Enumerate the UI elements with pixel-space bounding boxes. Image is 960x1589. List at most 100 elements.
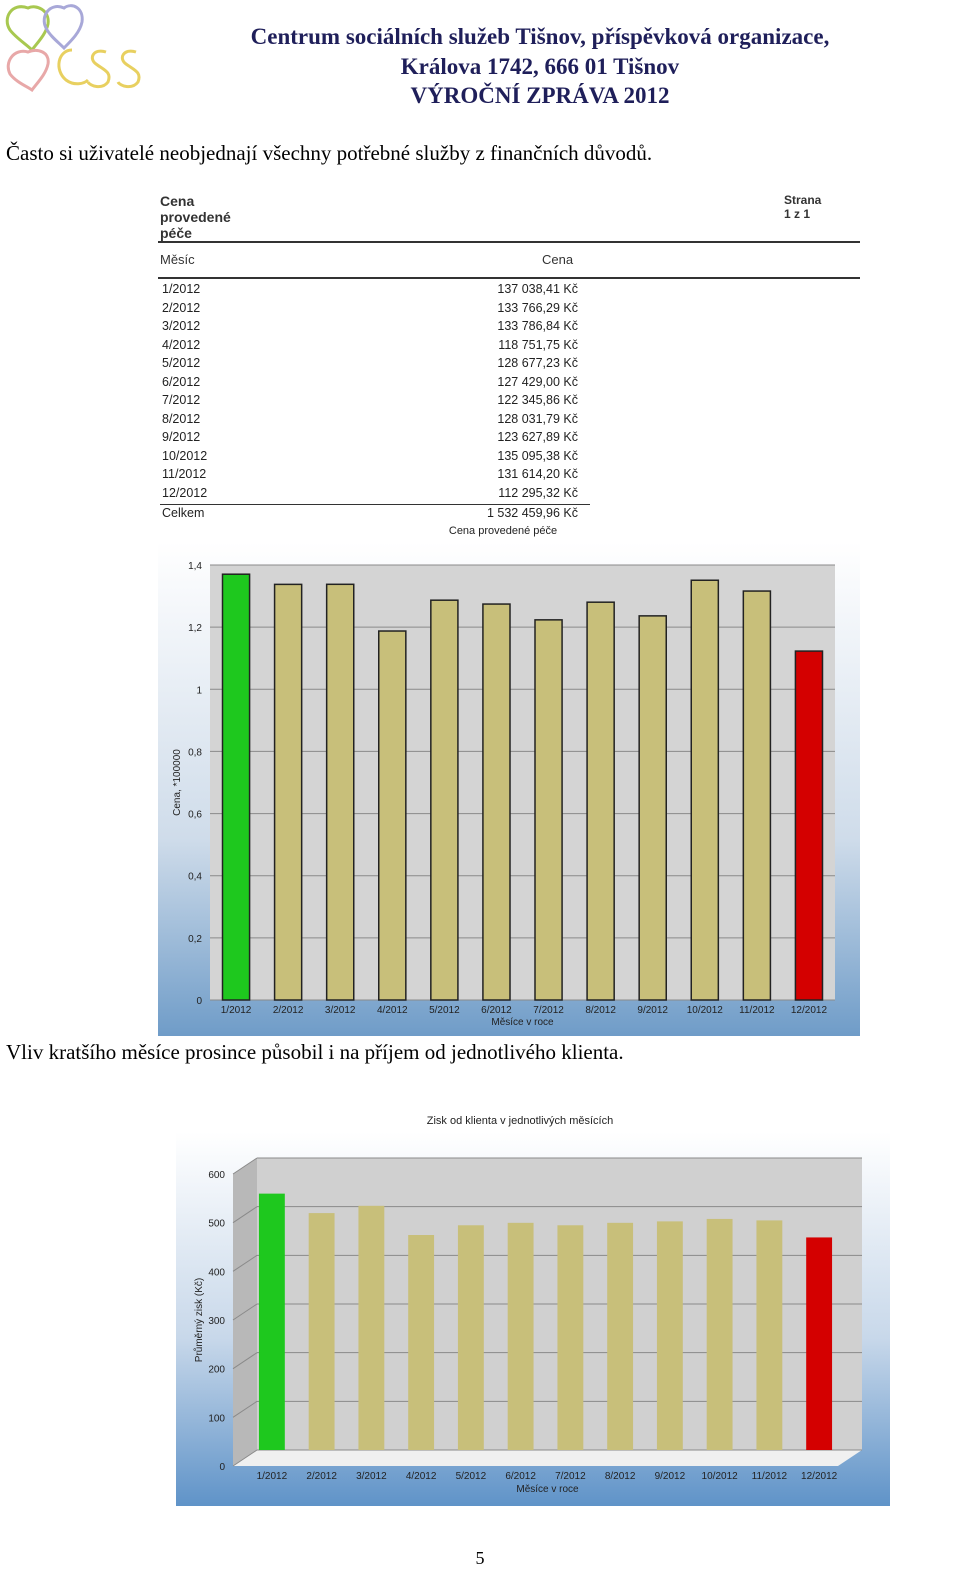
paragraph-1: Často si uživatelé neobjednají všechny p… bbox=[6, 141, 653, 165]
bar-7/2012 bbox=[534, 619, 563, 1001]
x-tick-label: 5/2012 bbox=[429, 1005, 460, 1016]
table-header-rule bbox=[158, 277, 860, 279]
x-tick-label: 3/2012 bbox=[325, 1005, 356, 1016]
x-tick-label: 5/2012 bbox=[456, 1471, 487, 1482]
y-axis-label: Průměrný zisk (Kč) bbox=[193, 1278, 205, 1362]
row-month: 12/2012 bbox=[162, 485, 208, 500]
x-tick-label: 4/2012 bbox=[377, 1005, 408, 1016]
table-header-month: Měsíc bbox=[160, 252, 195, 267]
bar-4/2012 bbox=[408, 1235, 435, 1450]
chart-title: Cena provedené péče bbox=[449, 525, 557, 537]
row-price: 118 751,75 Kč bbox=[498, 337, 578, 352]
row-price: 127 429,00 Kč bbox=[497, 374, 578, 389]
row-month: 6/2012 bbox=[162, 374, 201, 389]
header-line-3: VÝROČNÍ ZPRÁVA 2012 bbox=[410, 83, 670, 108]
row-month: 1/2012 bbox=[162, 282, 201, 296]
gridline-side bbox=[232, 1449, 258, 1467]
bar-3/2012 bbox=[325, 583, 355, 1001]
row-month: 3/2012 bbox=[162, 319, 201, 333]
chart-title: Zisk od klienta v jednotlivých měsících bbox=[427, 1115, 613, 1127]
x-tick-label: 3/2012 bbox=[356, 1471, 387, 1482]
row-month: 9/2012 bbox=[162, 430, 201, 444]
y-tick-label: 0,4 bbox=[188, 872, 202, 883]
y-tick-label: 0,2 bbox=[188, 934, 202, 945]
y-axis-label: Cena, *100000 bbox=[172, 749, 183, 816]
x-tick-label: 8/2012 bbox=[585, 1005, 616, 1016]
row-price: 133 786,84 Kč bbox=[497, 319, 578, 333]
x-tick-label: 11/2012 bbox=[752, 1471, 788, 1482]
plot-floor bbox=[233, 1450, 862, 1466]
x-tick-label: 2/2012 bbox=[273, 1005, 304, 1016]
y-tick-label: 0 bbox=[219, 1462, 225, 1473]
plot-area bbox=[210, 565, 835, 1000]
x-tick-label: 11/2012 bbox=[739, 1005, 775, 1016]
gridline-side bbox=[232, 1254, 258, 1272]
y-tick-label: 1,4 bbox=[188, 561, 202, 572]
y-tick-label: 1,2 bbox=[188, 623, 202, 634]
bar-1/2012 bbox=[258, 1193, 285, 1450]
y-tick-label: 400 bbox=[208, 1267, 225, 1278]
bar-9/2012 bbox=[638, 615, 667, 1001]
y-tick-label: 300 bbox=[208, 1316, 225, 1327]
bar-5/2012 bbox=[430, 599, 459, 1001]
bar-8/2012 bbox=[586, 601, 615, 1001]
x-axis-label: Měsíce v roce bbox=[516, 1484, 579, 1495]
bar-10/2012 bbox=[690, 579, 720, 1001]
x-tick-label: 9/2012 bbox=[637, 1005, 668, 1016]
x-tick-label: 6/2012 bbox=[505, 1471, 536, 1482]
y-tick-label: 500 bbox=[208, 1219, 225, 1230]
row-month: 7/2012 bbox=[162, 393, 201, 407]
x-tick-label: 12/2012 bbox=[791, 1005, 828, 1016]
y-tick-label: 600 bbox=[208, 1170, 225, 1181]
bar-4/2012 bbox=[378, 630, 407, 1001]
table-title: Cena provedené péče bbox=[160, 193, 231, 241]
x-tick-label: 1/2012 bbox=[221, 1005, 252, 1016]
gridline-side bbox=[232, 1206, 258, 1224]
total-label: Celkem bbox=[162, 506, 205, 520]
row-month: 2/2012 bbox=[162, 300, 201, 315]
y-tick-label: 0,6 bbox=[188, 810, 202, 821]
row-month: 4/2012 bbox=[162, 337, 201, 352]
client-profit-chart: Zisk od klienta v jednotlivých měsících 0… bbox=[176, 1115, 890, 1506]
row-price: 128 031,79 Kč bbox=[497, 411, 578, 426]
bar-2/2012 bbox=[273, 583, 303, 1001]
bar-9/2012 bbox=[656, 1221, 683, 1450]
row-price: 131 614,20 Kč bbox=[497, 467, 578, 481]
gridline-side bbox=[232, 1303, 258, 1321]
bar-5/2012 bbox=[457, 1225, 484, 1450]
row-price: 137 038,41 Kč bbox=[497, 282, 578, 296]
header-line-1: Centrum sociálních služeb Tišnov, příspě… bbox=[250, 24, 830, 49]
bar-7/2012 bbox=[557, 1225, 584, 1450]
organization-logo bbox=[5, 4, 141, 92]
x-tick-label: 8/2012 bbox=[605, 1471, 636, 1482]
price-chart: Cena provedené péče 0 0,2 0,4 0,6 0,8 1 1,2 1,4 1… bbox=[158, 525, 860, 1036]
bar-11/2012 bbox=[742, 590, 772, 1001]
row-month: 8/2012 bbox=[162, 411, 201, 426]
row-price: 128 677,23 Kč bbox=[497, 356, 578, 370]
y-tick-label: 0,8 bbox=[188, 747, 202, 758]
table-top-rule bbox=[158, 241, 860, 243]
x-axis-label: Měsíce v roce bbox=[491, 1017, 554, 1028]
row-price: 133 766,29 Kč bbox=[497, 300, 578, 315]
bar-6/2012 bbox=[507, 1222, 534, 1450]
y-tick-label: 1 bbox=[196, 685, 202, 696]
bar-3/2012 bbox=[358, 1205, 385, 1450]
x-tick-label: 4/2012 bbox=[406, 1471, 437, 1482]
row-month: 5/2012 bbox=[162, 356, 201, 370]
header-line-2: Králova 1742, 666 01 Tišnov bbox=[400, 54, 680, 79]
row-month: 10/2012 bbox=[162, 448, 208, 463]
total-value: 1 532 459,96 Kč bbox=[486, 506, 578, 520]
x-tick-label: 10/2012 bbox=[702, 1471, 739, 1482]
x-tick-label: 7/2012 bbox=[555, 1471, 586, 1482]
x-tick-label: 9/2012 bbox=[655, 1471, 686, 1482]
bar-10/2012 bbox=[706, 1218, 733, 1450]
paragraph-2: Vliv kratšího měsíce prosince působil i … bbox=[6, 1040, 624, 1064]
bar-12/2012 bbox=[794, 650, 824, 1001]
gridline-side bbox=[232, 1157, 258, 1175]
bar-12/2012 bbox=[806, 1237, 833, 1450]
bar-11/2012 bbox=[756, 1220, 783, 1450]
gridline-side bbox=[232, 1352, 258, 1370]
row-price: 112 295,32 Kč bbox=[498, 485, 578, 500]
y-tick-label: 0 bbox=[196, 996, 202, 1007]
row-price: 135 095,38 Kč bbox=[497, 448, 578, 463]
